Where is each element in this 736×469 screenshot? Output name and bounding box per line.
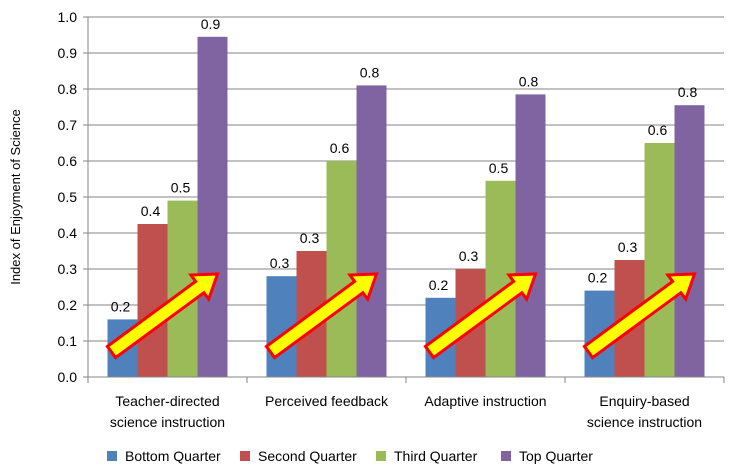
data-label: 0.2 [429,277,449,293]
legend-label: Bottom Quarter [125,448,221,464]
bar-top-quarter [356,85,387,378]
y-tick-label: 0.1 [58,333,78,349]
y-tick-label: 0.8 [58,81,78,97]
y-tick-label: 0.9 [58,45,78,61]
bar-third-quarter [644,143,675,377]
data-label: 0.5 [489,160,509,176]
x-category-label: Perceived feedback [265,393,389,409]
trend-arrows [105,272,697,360]
x-category-label: science instruction [110,414,225,430]
legend-label: Top Quarter [519,448,593,464]
bars [107,36,705,378]
x-category-label: science instruction [587,414,702,430]
bar-third-quarter [326,161,357,377]
legend-swatch [107,451,117,461]
bar-top-quarter [197,36,228,378]
data-label: 0.5 [171,180,191,196]
bar-top-quarter [674,105,705,377]
y-tick-label: 0.0 [58,369,78,385]
data-label: 0.3 [270,255,290,271]
x-category-label: Enquiry-based [599,393,689,409]
legend-label: Third Quarter [394,448,478,464]
y-tick-label: 0.2 [58,297,78,313]
data-label: 0.6 [648,122,668,138]
y-tick-label: 0.7 [58,117,78,133]
data-label: 0.3 [618,239,638,255]
data-label: 0.3 [459,248,479,264]
legend: Bottom Quarter Second Quarter Third Quarte… [107,448,593,464]
data-label: 0.2 [588,270,608,286]
bar-top-quarter [515,94,546,378]
data-labels: 0.2 0.4 0.5 0.9 0.3 0.3 0.6 0.8 0.2 0.3 0.5 0.8 0.2 0… [111,16,698,315]
x-category-label: Teacher-directed [115,393,219,409]
legend-label: Second Quarter [258,448,357,464]
y-tick-label: 0.4 [58,225,78,241]
data-label: 0.8 [519,73,539,89]
bar-second-quarter [137,224,168,377]
data-label: 0.4 [141,203,161,219]
trend-arrow [582,272,697,360]
data-label: 0.3 [300,230,320,246]
axes: 0.0 0.1 0.2 0.3 0.4 0.5 0.6 0.7 0.8 0.9 1.0 Teacher… [58,9,725,430]
trend-arrow [105,272,220,360]
trend-arrow [264,272,379,360]
trend-arrow [423,272,538,360]
legend-swatch [240,451,250,461]
y-tick-label: 0.3 [58,261,78,277]
data-label: 0.6 [330,140,350,156]
data-label: 0.9 [201,16,221,32]
data-label: 0.8 [678,84,698,100]
legend-swatch [501,451,511,461]
x-category-label: Adaptive instruction [424,393,546,409]
data-label: 0.8 [360,64,380,80]
data-label: 0.2 [111,298,131,314]
y-tick-label: 1.0 [58,9,78,25]
y-tick-label: 0.5 [58,189,78,205]
y-axis-title: Index of Enjoyment of Science [8,109,23,285]
legend-swatch [376,451,386,461]
y-tick-label: 0.6 [58,153,78,169]
